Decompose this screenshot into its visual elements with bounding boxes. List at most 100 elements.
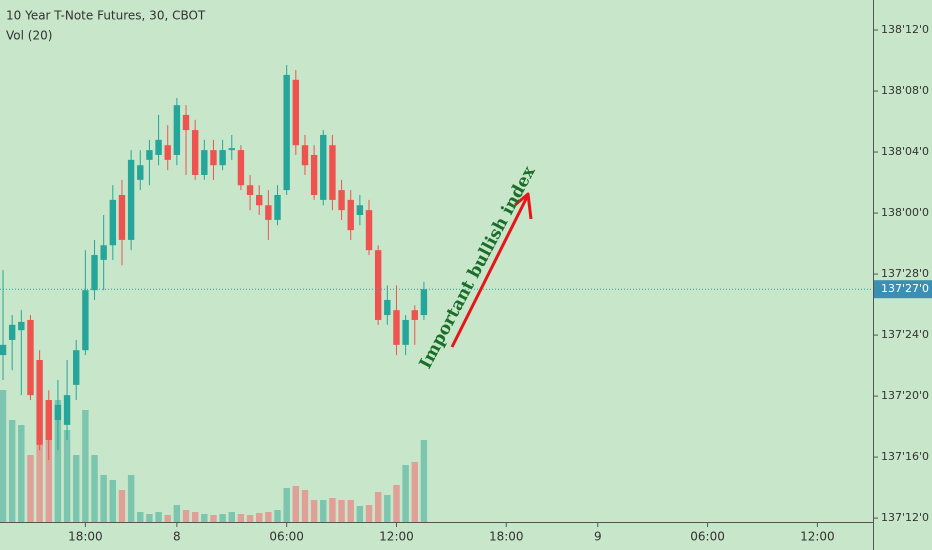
volume-bar [283, 488, 290, 522]
volume-bar [54, 400, 62, 522]
volume-bar [137, 512, 144, 522]
y-tick-label: 138'04'0 [881, 145, 929, 158]
last-price-label: 137'27'0 [881, 282, 929, 295]
candle-body [246, 185, 254, 195]
volume-bar [420, 440, 428, 522]
x-tick-label: 06:00 [269, 530, 304, 544]
volume-bar [36, 445, 43, 522]
volume-bar [374, 492, 382, 522]
volume-bar [347, 500, 354, 522]
volume-bar [210, 515, 217, 522]
candle-body [36, 359, 43, 445]
candle-body [109, 199, 117, 246]
y-tick-label: 137'20'0 [881, 389, 929, 402]
candle-body [384, 299, 391, 316]
candle-body [374, 250, 382, 320]
volume-bar [155, 512, 162, 522]
candle-body [393, 310, 400, 345]
candle-body [338, 190, 345, 211]
candle-body [256, 194, 263, 206]
volume-bar [8, 420, 16, 522]
y-tick-label: 137'24'0 [881, 328, 929, 341]
candle-body [155, 139, 162, 155]
axes-layer: 137'12'0 137'16'0 137'20'0 137'24'0 137'28'0… [0, 23, 932, 544]
candle-body [82, 290, 89, 351]
volume-bar [173, 505, 181, 522]
candle-body [237, 150, 245, 186]
x-tick-label: 12:00 [800, 530, 835, 544]
volume-bar [274, 510, 281, 522]
candle-body [173, 105, 181, 155]
candle-body [73, 350, 80, 385]
candle-body [8, 324, 16, 340]
candle-body [27, 319, 34, 396]
volume-bar [384, 495, 391, 522]
candle-body [137, 165, 144, 180]
candle-body [292, 79, 300, 146]
candle-body [420, 289, 428, 316]
candle-body [228, 148, 235, 151]
volume-bar [237, 514, 245, 522]
y-tick-label: 138'00'0 [881, 206, 929, 219]
candle-body [118, 194, 126, 240]
candle-body [411, 310, 418, 320]
candle-body [18, 321, 25, 331]
candle-body [265, 205, 272, 220]
candle-body [310, 154, 318, 195]
candle-body [127, 159, 135, 240]
volume-bar [246, 515, 254, 522]
chart-title: 10 Year T-Note Futures, 30, CBOT [6, 9, 206, 23]
volume-bar [63, 430, 71, 522]
volume-label: Vol (20) [6, 29, 52, 43]
candle-body [191, 130, 199, 175]
candle-body [347, 199, 354, 231]
volume-bar [82, 410, 89, 522]
y-tick-label: 138'08'0 [881, 84, 929, 97]
volume-bar [0, 390, 7, 522]
candle-body [100, 245, 107, 260]
volume-bar [365, 505, 373, 522]
volume-bar [18, 425, 25, 522]
x-tick-label: 9 [594, 530, 602, 544]
volume-layer [0, 390, 428, 522]
y-tick-label: 137'12'0 [881, 511, 929, 524]
volume-bar [265, 512, 272, 522]
volume-bar [73, 455, 80, 522]
x-tick-label: 06:00 [690, 530, 725, 544]
arrow-shaft [450, 196, 529, 348]
candle-body [91, 255, 98, 291]
y-tick-label: 137'28'0 [881, 267, 929, 280]
candle-body [329, 145, 336, 200]
volume-bar [164, 515, 171, 522]
candle-body [301, 145, 309, 166]
candle-body [219, 150, 226, 166]
volume-bar [292, 486, 300, 522]
candle-body [356, 205, 364, 216]
volume-bar [310, 500, 318, 522]
candle-body [283, 74, 290, 191]
volume-bar [356, 506, 364, 522]
arrow-head [514, 192, 533, 220]
volume-bar [219, 514, 226, 522]
candle-body [63, 395, 71, 425]
volume-bar [109, 480, 117, 522]
volume-bar [301, 490, 309, 522]
volume-bar [393, 485, 400, 522]
volume-bar [191, 512, 199, 522]
candle-body [320, 134, 327, 200]
volume-bar [201, 514, 208, 522]
volume-bar [146, 514, 153, 522]
volume-bar [27, 455, 34, 522]
volume-bar [411, 462, 418, 522]
volume-bar [118, 490, 126, 522]
candle-body [365, 210, 373, 251]
volume-bar [100, 475, 107, 522]
candle-body [402, 319, 409, 345]
volume-bar [256, 513, 263, 522]
candle-body [0, 344, 7, 356]
volume-bar [228, 512, 235, 522]
volume-bar [329, 498, 336, 522]
volume-bar [402, 465, 409, 522]
